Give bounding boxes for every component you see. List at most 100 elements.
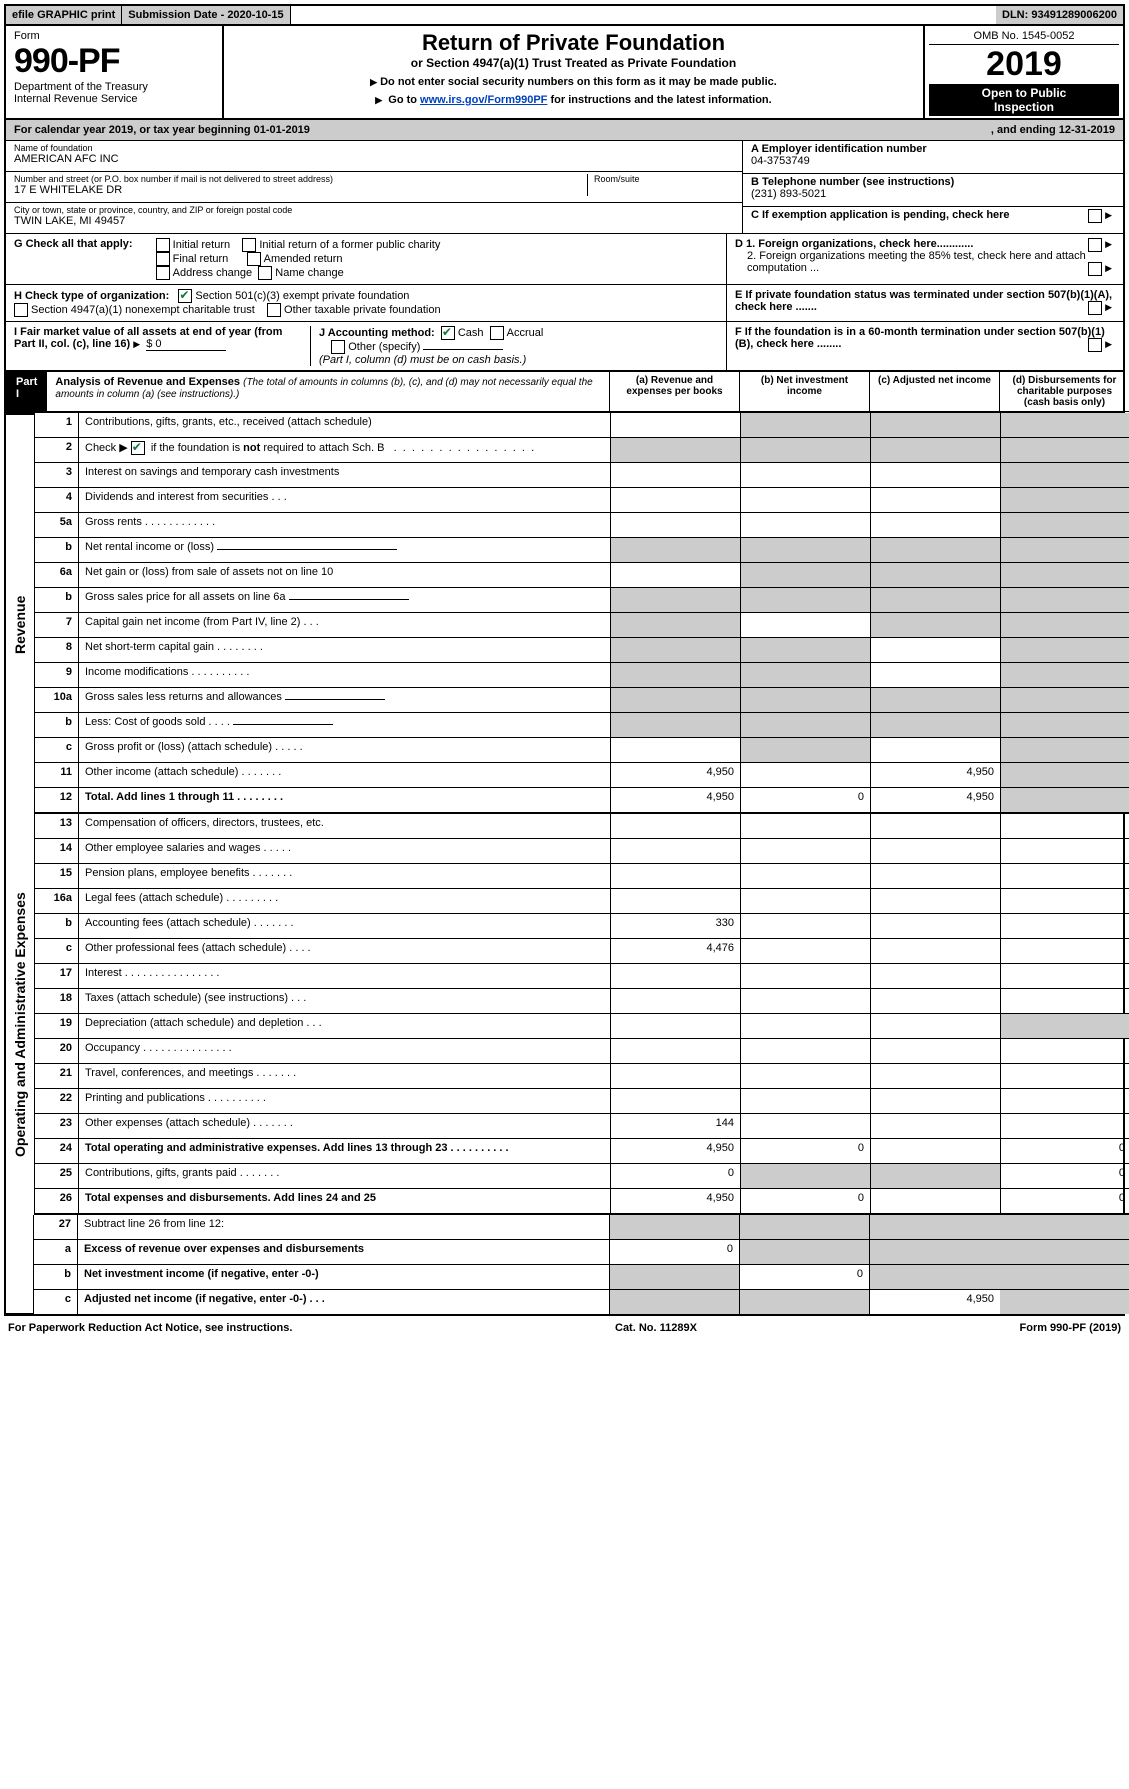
h-4947-chk[interactable] [14,303,28,317]
col-b-hdr: (b) Net investment income [740,372,870,412]
l16b-d [1001,914,1129,939]
g-amended: Amended return [264,253,343,265]
city-label: City or town, state or province, country… [14,205,734,215]
l19-b [741,1014,871,1039]
l19-d [1001,1014,1129,1039]
l18-c [871,989,1001,1014]
l5b-c [871,538,1001,563]
d1-checkbox[interactable] [1088,238,1102,252]
l14-d [1001,839,1129,864]
arrow-icon [375,94,385,106]
l9-a [611,663,741,688]
g-name: Name change [275,267,344,279]
foundation-name: AMERICAN AFC INC [14,153,734,165]
d2-checkbox[interactable] [1088,262,1102,276]
part1-body: Revenue Operating and Administrative Exp… [6,413,1123,1215]
l2-checkbox[interactable] [131,441,145,455]
g-address: Address change [173,267,253,279]
l20-a [611,1039,741,1064]
l10c-c [871,738,1001,763]
l16c-a: 4,476 [611,939,741,964]
ln: 25 [35,1164,79,1189]
g-final-chk[interactable] [156,252,170,266]
l6a-desc: Net gain or (loss) from sale of assets n… [79,563,611,588]
l1-d [1001,413,1129,438]
l27a-b [740,1240,870,1265]
name-label: Name of foundation [14,143,734,153]
ln: 11 [35,763,79,788]
part1-title-cell: Part I Analysis of Revenue and Expenses … [6,372,610,412]
instructions-link[interactable]: www.irs.gov/Form990PF [420,94,547,106]
d1-label: D 1. Foreign organizations, check here..… [735,238,973,250]
l17-c [871,964,1001,989]
l8-desc: Net short-term capital gain . . . . . . … [79,638,611,663]
l15-b [741,864,871,889]
efile-tag: efile GRAPHIC print [6,6,122,24]
f-label: F If the foundation is in a 60-month ter… [735,326,1105,350]
l13-b [741,814,871,839]
f-checkbox[interactable] [1088,338,1102,352]
l5a-a [611,513,741,538]
g-initial-chk[interactable] [156,238,170,252]
dept-2: Internal Revenue Service [14,93,214,105]
l4-d [1001,488,1129,513]
l23-a: 144 [611,1114,741,1139]
h-other-chk[interactable] [267,303,281,317]
g-amended-chk[interactable] [247,252,261,266]
footer-left: For Paperwork Reduction Act Notice, see … [8,1322,292,1334]
l19-c [871,1014,1001,1039]
l9-b [741,663,871,688]
l26-a: 4,950 [611,1189,741,1215]
i-value: $ 0 [146,338,226,351]
l22-d [1001,1089,1129,1114]
e-section: E If private foundation status was termi… [726,285,1123,321]
ln: 20 [35,1039,79,1064]
l26-desc: Total expenses and disbursements. Add li… [79,1189,611,1215]
ln: 3 [35,463,79,488]
j-cash-chk[interactable] [441,326,455,340]
h-501c3-chk[interactable] [178,289,192,303]
l17-d [1001,964,1129,989]
l10a-c [871,688,1001,713]
j-other: Other (specify) [348,341,420,353]
l1-desc: Contributions, gifts, grants, etc., rece… [79,413,611,438]
l14-desc: Other employee salaries and wages . . . … [79,839,611,864]
ln: 22 [35,1089,79,1114]
l22-b [741,1089,871,1114]
ln: 19 [35,1014,79,1039]
l4-desc: Dividends and interest from securities .… [79,488,611,513]
l7-a [611,613,741,638]
l21-b [741,1064,871,1089]
col-d-hdr: (d) Disbursements for charitable purpose… [1000,372,1129,412]
h-4947: Section 4947(a)(1) nonexempt charitable … [31,304,255,316]
arrow-icon [133,338,143,350]
j-accrual-chk[interactable] [490,326,504,340]
g-address-chk[interactable] [156,266,170,280]
arrow-icon [1105,301,1115,313]
g-initial-pub-chk[interactable] [242,238,256,252]
g-name-chk[interactable] [258,266,272,280]
col-c-hdr: (c) Adjusted net income [870,372,1000,412]
ln: 12 [35,788,79,814]
l27b-c [870,1265,1000,1290]
j-accrual: Accrual [507,327,544,339]
l9-c [871,663,1001,688]
l10c-a [611,738,741,763]
l24-c [871,1139,1001,1164]
g-initial-pub: Initial return of a former public charit… [259,239,440,251]
e-checkbox[interactable] [1088,301,1102,315]
f-section: F If the foundation is in a 60-month ter… [726,322,1123,370]
form-title: Return of Private Foundation [232,30,915,56]
ln: 4 [35,488,79,513]
l27-c [870,1215,1000,1240]
l10b-desc: Less: Cost of goods sold . . . . [79,713,611,738]
l16b-a: 330 [611,914,741,939]
l27-side-blank [6,1215,34,1314]
j-other-chk[interactable] [331,340,345,354]
room-col: Room/suite [587,174,734,196]
c-checkbox[interactable] [1088,209,1102,223]
l14-b [741,839,871,864]
name-cell: Name of foundation AMERICAN AFC INC [6,141,742,172]
ln: 7 [35,613,79,638]
l3-b [741,463,871,488]
